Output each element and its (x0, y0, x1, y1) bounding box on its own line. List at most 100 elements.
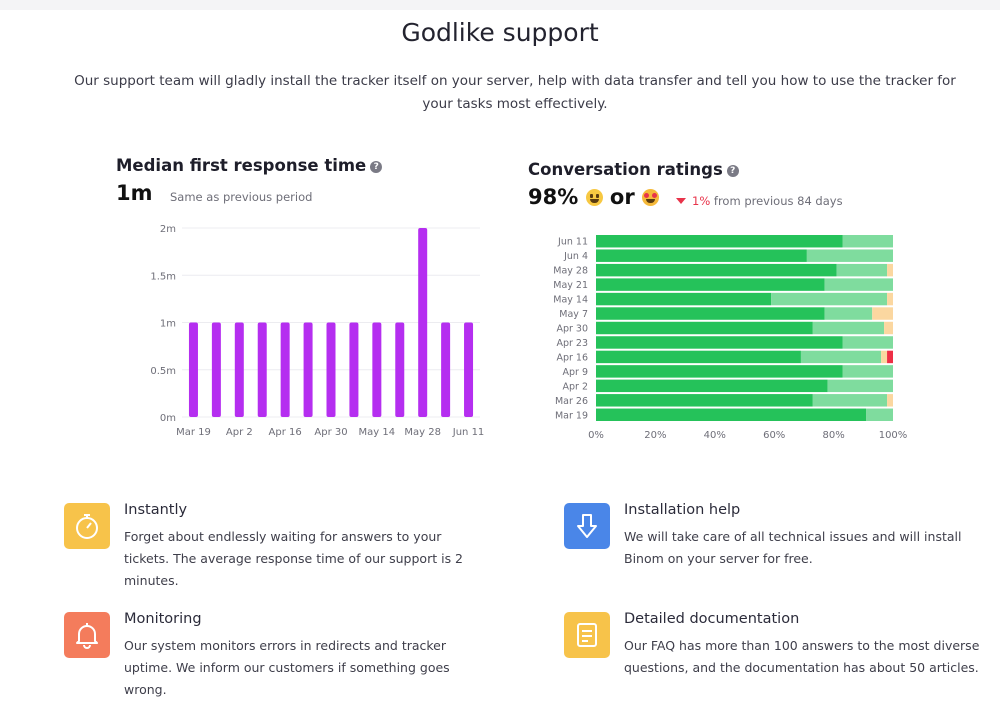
bar-segment[interactable] (596, 321, 813, 335)
median-response-value: 1m (116, 181, 153, 205)
top-bar (0, 0, 1000, 10)
bar[interactable] (257, 322, 267, 418)
y-tick-label: 1.5m (150, 271, 176, 282)
page-title: Godlike support (401, 18, 599, 47)
y-tick-label: Jun 11 (557, 237, 588, 248)
bar-segment[interactable] (842, 365, 893, 378)
ratings-percent: 98% (528, 185, 579, 209)
bar[interactable] (280, 322, 290, 418)
ratings-change-suffix: from previous 84 days (713, 194, 843, 208)
bar-segment[interactable] (824, 307, 873, 320)
median-response-title-text: Median first response time (116, 156, 367, 175)
bar-segment[interactable] (812, 321, 885, 335)
bar[interactable] (441, 322, 451, 418)
feature-description: Forget about endlessly waiting for answe… (124, 529, 464, 588)
bar-segment[interactable] (881, 350, 888, 364)
download-arrow-icon (564, 503, 610, 549)
y-tick-label: Apr 23 (556, 338, 588, 349)
y-tick-label: 2m (160, 224, 176, 235)
bar-segment[interactable] (887, 394, 893, 407)
down-arrow-icon (676, 198, 686, 204)
x-tick-label: Apr 16 (269, 427, 302, 438)
bell-icon (64, 612, 110, 658)
bar-segment[interactable] (596, 408, 867, 421)
bar[interactable] (372, 322, 382, 418)
x-tick-label: 0% (588, 430, 604, 441)
bar-segment[interactable] (800, 350, 882, 364)
bar-segment[interactable] (872, 307, 893, 320)
bar-segment[interactable] (596, 336, 843, 349)
x-tick-label: Apr 2 (226, 427, 253, 438)
median-response-comparison: Same as previous period (170, 190, 313, 204)
grinning-emoji-icon (585, 189, 603, 206)
bar[interactable] (211, 322, 221, 418)
y-tick-label: Mar 19 (555, 410, 588, 421)
bar-segment[interactable] (812, 394, 888, 407)
help-icon[interactable]: ? (370, 160, 383, 173)
y-tick-label: Jun 4 (563, 251, 588, 262)
ratings-change-value: 1% (692, 194, 711, 208)
bar-segment[interactable] (596, 278, 825, 291)
bar[interactable] (234, 322, 244, 418)
bar-segment[interactable] (827, 379, 893, 393)
bar-segment[interactable] (771, 292, 888, 306)
feature-description: Our system monitors errors in redirects … (124, 638, 450, 697)
x-tick-label: 60% (763, 430, 785, 441)
bar[interactable] (326, 322, 336, 418)
feature-description: Our FAQ has more than 100 answers to the… (624, 638, 980, 675)
bar-segment[interactable] (887, 350, 893, 364)
x-tick-label: May 28 (404, 427, 441, 438)
y-tick-label: Apr 30 (556, 324, 588, 335)
bar-segment[interactable] (596, 292, 772, 306)
bar-segment[interactable] (596, 379, 828, 393)
conversation-ratings-chart: Jun 11 Jun 4 May 28 May 21 May 14 May 7 Apr 30… (553, 235, 908, 441)
bar-segment[interactable] (596, 350, 801, 364)
bar-segment[interactable] (596, 263, 837, 277)
bar-segment[interactable] (866, 408, 893, 421)
bar-segment[interactable] (596, 365, 843, 378)
help-icon[interactable]: ? (726, 164, 739, 177)
y-tick-label: May 14 (553, 295, 588, 306)
y-tick-label: Apr 16 (556, 352, 588, 363)
bar-segment[interactable] (842, 336, 893, 349)
y-tick-label: May 7 (559, 309, 588, 320)
x-tick-label: 100% (879, 430, 908, 441)
feature-title: Installation help (624, 502, 741, 518)
bar-segment[interactable] (596, 307, 825, 320)
bar-segment[interactable] (842, 235, 893, 248)
median-response-chart: 0m 0.5m 1m 1.5m 2m Mar 19 Apr 2 Apr 16 Apr 30 May… (150, 224, 485, 438)
x-tick-label: Mar 19 (176, 427, 211, 438)
bar[interactable] (303, 322, 313, 418)
bar[interactable] (349, 322, 359, 418)
bar-segment[interactable] (806, 249, 893, 262)
bar-segment[interactable] (596, 394, 813, 407)
bar[interactable] (188, 322, 198, 418)
bar-segment[interactable] (887, 292, 893, 306)
ratings-change: 1% from previous 84 days (676, 194, 843, 208)
x-tick-label: Jun 11 (452, 427, 485, 438)
bar-segment[interactable] (824, 278, 893, 291)
y-tick-label: 0m (160, 413, 176, 424)
y-tick-label: Apr 2 (563, 381, 589, 392)
bar-segment[interactable] (596, 235, 843, 248)
heart-eyes-emoji-icon (642, 189, 659, 206)
x-tick-label: 40% (704, 430, 726, 441)
feature-title: Monitoring (124, 611, 202, 627)
feature-title: Detailed documentation (624, 611, 800, 627)
bar-segment[interactable] (887, 263, 893, 277)
median-response-title: Median first response time? (116, 156, 383, 175)
bar-segment[interactable] (596, 249, 807, 262)
ratings-or: or (609, 185, 635, 209)
bar[interactable] (418, 228, 428, 417)
bar-segment[interactable] (836, 263, 888, 277)
bar[interactable] (395, 322, 405, 418)
bar-segment[interactable] (884, 321, 893, 335)
y-tick-label: 0.5m (150, 366, 176, 377)
y-tick-label: 1m (160, 319, 176, 330)
bar[interactable] (464, 322, 474, 418)
feature-description: We will take care of all technical issue… (624, 529, 962, 566)
intro-text: Our support team will gladly install the… (74, 73, 956, 112)
x-tick-label: Apr 30 (314, 427, 347, 438)
x-tick-label: 20% (644, 430, 666, 441)
x-tick-label: May 14 (359, 427, 396, 438)
